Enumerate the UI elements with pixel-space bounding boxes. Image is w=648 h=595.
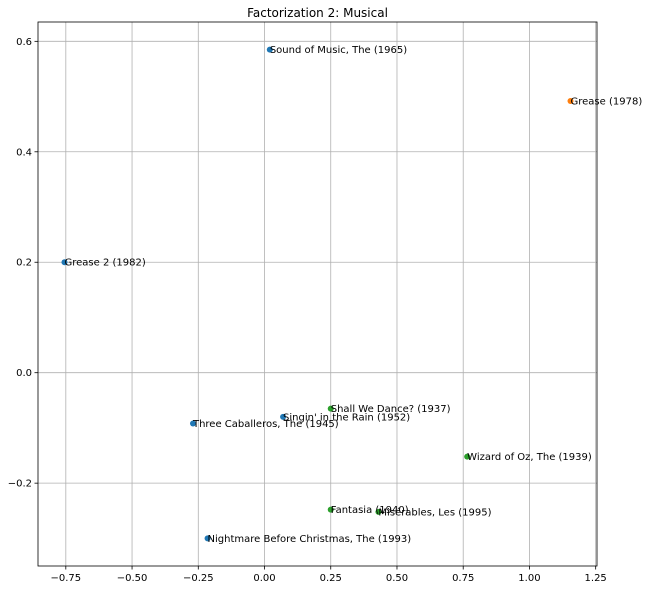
data-point [204, 535, 211, 542]
data-point-label: Misérables, Les (1995) [378, 506, 491, 518]
ticks-layer: −0.75 −0.50 −0.25 0.00 0.25 0.50 0.75 1.00 1.25 −… [8, 37, 607, 584]
data-point-label: Shall We Dance? (1937) [331, 404, 451, 415]
plot-frame [37, 21, 598, 567]
x-tick-label: −0.25 [183, 573, 214, 584]
data-point [189, 420, 196, 427]
x-tick-label: 1.00 [518, 573, 540, 584]
y-tick-label: 0.6 [16, 37, 32, 48]
x-tick-label: 0.00 [253, 573, 275, 584]
data-point [61, 259, 68, 266]
x-tick-label: −0.50 [117, 573, 148, 584]
data-point [327, 506, 334, 513]
y-tick-label: 0.4 [16, 147, 32, 158]
grid-layer [38, 22, 597, 566]
x-tick-label: 0.25 [320, 573, 342, 584]
data-point [375, 508, 382, 515]
x-tick-label: 0.75 [452, 573, 474, 584]
data-point-label: Fantasia (1940) [331, 505, 409, 516]
y-tick-label: −0.2 [8, 479, 32, 490]
y-tick-label: 0.0 [16, 368, 32, 379]
data-point [567, 97, 574, 104]
point-labels-layer: Sound of Music, The (1965) Grease (1978) G… [64, 45, 642, 545]
y-tick-label: 0.2 [16, 258, 32, 269]
data-point [280, 413, 287, 420]
data-point-label: Grease (1978) [571, 96, 643, 107]
data-point-label: Three Caballeros, The (1945) [192, 419, 339, 430]
data-point-label: Sound of Music, The (1965) [270, 45, 407, 56]
x-tick-label: 1.25 [585, 573, 607, 584]
data-point-label: Singin' in the Rain (1952) [283, 412, 410, 423]
points-layer [61, 46, 574, 542]
data-point-label: Nightmare Before Christmas, The (1993) [208, 534, 412, 545]
x-tick-label: −0.75 [50, 573, 81, 584]
data-point [464, 453, 471, 460]
chart-title: Factorization 2: Musical [247, 6, 388, 20]
data-point-label: Grease 2 (1982) [64, 258, 145, 269]
data-point [266, 46, 273, 53]
data-point [327, 405, 334, 412]
x-tick-label: 0.50 [386, 573, 408, 584]
data-point-label: Wizard of Oz, The (1939) [467, 452, 592, 463]
